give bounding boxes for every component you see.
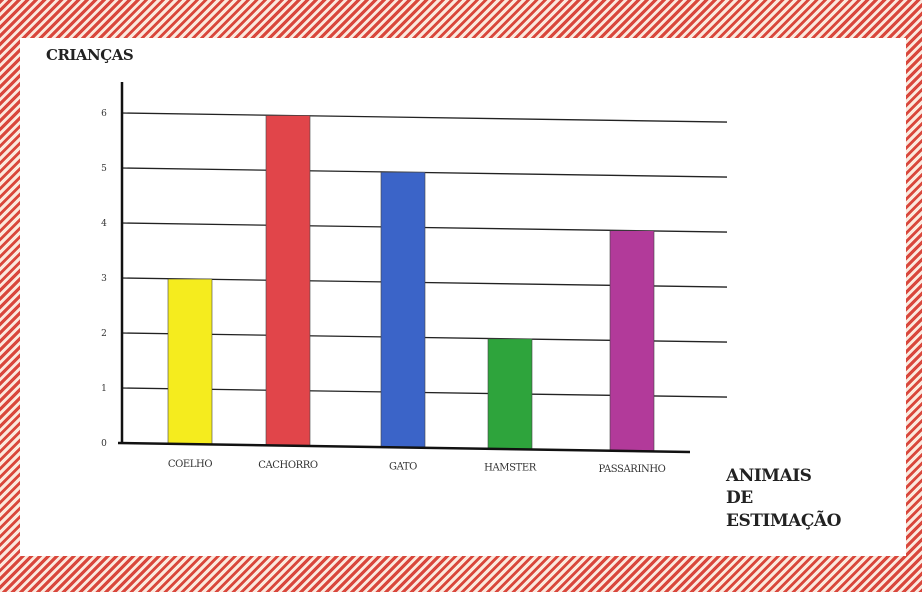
x-axis-title-line-3: ESTIMAÇÃO [726, 509, 842, 531]
y-tick-label: 3 [101, 274, 107, 284]
x-axis-title-line-1: ANIMAIS [725, 466, 812, 486]
x-tick-label: CACHORRO [258, 460, 318, 471]
y-tick-label: 1 [101, 384, 107, 394]
bar-coelho [167, 278, 213, 445]
gridline [121, 112, 728, 123]
y-tick-label: 6 [101, 109, 107, 119]
x-tick-label: PASSARINHO [599, 464, 666, 475]
bar-hamster [487, 338, 533, 450]
x-tick-label: GATO [389, 461, 417, 472]
y-axis-title: CRIANÇAS [46, 46, 133, 64]
bar-passarinho [609, 230, 655, 451]
chart-background [20, 38, 906, 556]
y-tick-label: 0 [101, 439, 107, 449]
x-tick-label: HAMSTER [484, 463, 537, 474]
x-axis-title-line-2: DE [726, 488, 753, 508]
x-axis-line [117, 441, 691, 454]
x-tick-label: COELHO [168, 459, 213, 470]
y-tick-label: 5 [101, 164, 107, 174]
bar-gato [380, 171, 426, 448]
y-tick-label: 2 [101, 329, 107, 339]
y-tick-label: 4 [101, 219, 107, 229]
bar-cachorro [265, 115, 311, 446]
